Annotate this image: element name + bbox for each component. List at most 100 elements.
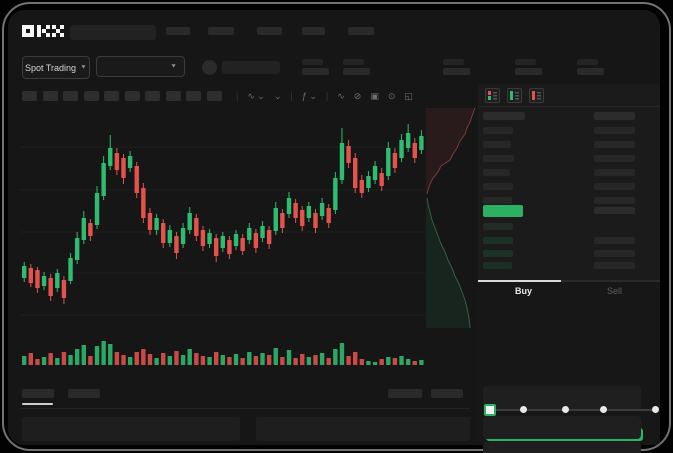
bid-row-amount — [594, 262, 635, 269]
stat-label-placeholder — [343, 59, 364, 65]
stat-value-placeholder — [343, 68, 370, 75]
ask-row-price — [483, 197, 512, 204]
fullscreen-icon[interactable]: ◱ — [404, 90, 413, 101]
ask-row-amount — [594, 197, 635, 204]
chart-type-icon[interactable]: ∿ ⌄ — [247, 90, 265, 101]
toolbar-item-placeholder — [145, 91, 160, 101]
trade-input-placeholder-3[interactable] — [483, 442, 641, 453]
bid-row-price — [483, 262, 512, 269]
trade-tabs: Buy Sell — [478, 280, 660, 302]
ask-row-price — [483, 127, 513, 134]
bottom-active-tab-underline — [22, 403, 53, 405]
toolbar-divider: | — [325, 91, 329, 101]
toolbar-item-placeholder — [165, 91, 181, 101]
orderbook-rows — [478, 84, 660, 280]
snapshot-icon[interactable]: ▣ — [370, 90, 379, 101]
indicators-icon[interactable]: ƒ ⌄ — [301, 90, 317, 101]
orderbook — [478, 84, 660, 280]
bid-row-amount — [594, 237, 635, 244]
settings-icon[interactable]: ⊙ — [387, 90, 396, 101]
toolbar-divider: | — [236, 91, 239, 101]
nav-item-placeholder — [166, 27, 190, 35]
ask-row-amount — [594, 127, 635, 134]
pair-selector[interactable]: ▼ — [96, 56, 185, 77]
measure-icon[interactable]: ⊘ — [353, 90, 362, 101]
slider-stop-dot[interactable] — [600, 406, 607, 413]
bottom-content-placeholder — [256, 417, 470, 441]
chevron-down-icon: ▼ — [80, 64, 87, 71]
ask-row-price — [483, 155, 514, 162]
ask-row-price — [483, 183, 513, 190]
candlestick-chart[interactable] — [20, 112, 425, 368]
stat-label-placeholder — [577, 59, 598, 65]
toolbar-item-placeholder — [22, 91, 37, 101]
stat-value-placeholder — [302, 68, 329, 75]
ask-row-amount — [594, 183, 635, 190]
inactive-tab-track — [561, 280, 660, 282]
slider-track — [490, 409, 655, 411]
interval-icon[interactable]: ⌄ — [273, 90, 282, 101]
depth-chart[interactable] — [426, 108, 478, 328]
stat-label-placeholder — [302, 59, 323, 65]
slider-stop-dot[interactable] — [652, 406, 659, 413]
toolbar-item-placeholder — [124, 91, 140, 101]
bid-row-price — [483, 237, 513, 244]
right-panel: Buy Sell — [478, 84, 660, 453]
stat-label-placeholder — [443, 59, 464, 65]
toolbar-divider: | — [290, 91, 293, 101]
ask-row-price — [483, 141, 511, 148]
app-window: Spot Trading ▼ ▼ | ∿ ⌄ ⌄ | ƒ ⌄ | ∿ ⊘ ▣ ⊙ ◱ — [8, 10, 660, 453]
order-form — [478, 302, 660, 453]
trade-input-placeholder-2[interactable] — [483, 416, 641, 439]
nav-item-placeholder — [302, 27, 325, 35]
ask-row-amount — [594, 155, 635, 162]
tab-buy[interactable]: Buy — [514, 286, 532, 296]
bid-row-price — [483, 223, 513, 230]
ask-row-amount — [594, 141, 635, 148]
bottom-action-placeholder — [431, 389, 463, 398]
slider-stop-dot[interactable] — [562, 406, 569, 413]
line-tools-icon[interactable]: ∿ — [337, 90, 345, 101]
bottom-content-placeholder — [22, 417, 240, 441]
pair-name-placeholder — [222, 61, 280, 74]
slider-handle[interactable] — [484, 404, 496, 416]
bid-row-price — [483, 250, 513, 257]
last-price-amount — [594, 207, 635, 214]
divider — [20, 408, 470, 409]
bottom-action-placeholder — [388, 389, 422, 398]
orderbook-asks-view-icon[interactable] — [529, 88, 544, 103]
toolbar-item-placeholder — [83, 91, 99, 101]
orderbook-header-left — [483, 112, 525, 120]
ask-row-price — [483, 169, 510, 176]
stat-label-placeholder — [515, 59, 536, 65]
toolbar-item-placeholder — [206, 91, 222, 101]
ask-row-amount — [594, 169, 635, 176]
toolbar-item-placeholder — [42, 91, 58, 101]
header-search-placeholder[interactable] — [70, 25, 156, 40]
tab-sell[interactable]: Sell — [606, 286, 622, 296]
divider — [478, 106, 660, 107]
market-type-selector[interactable]: Spot Trading ▼ — [22, 56, 90, 79]
slider-stop-dot[interactable] — [520, 406, 527, 413]
market-type-label: Spot Trading — [25, 62, 77, 73]
nav-item-placeholder — [257, 27, 282, 35]
okx-logo[interactable] — [22, 24, 64, 38]
toolbar-item-placeholder — [63, 91, 78, 101]
bid-row-amount — [594, 250, 635, 257]
toolbar-item-placeholder — [104, 91, 119, 101]
orderbook-header-right — [594, 112, 635, 120]
nav-item-placeholder — [208, 27, 234, 35]
bottom-tab-placeholder — [22, 389, 54, 398]
orderbook-combined-view-icon[interactable] — [485, 88, 500, 103]
nav-item-placeholder — [348, 27, 374, 35]
bottom-tab-placeholder — [68, 389, 100, 398]
toolbar-item-placeholder — [186, 91, 201, 101]
okx-logo-glyph — [22, 25, 64, 37]
active-tab-indicator — [478, 280, 561, 282]
chevron-down-icon: ▼ — [170, 63, 177, 70]
orderbook-bids-view-icon[interactable] — [507, 88, 522, 103]
chart-toolbar-icons: | ∿ ⌄ ⌄ | ƒ ⌄ | ∿ ⊘ ▣ ⊙ ◱ — [236, 89, 413, 103]
stat-value-placeholder — [577, 68, 604, 75]
stat-value-placeholder — [443, 68, 470, 75]
